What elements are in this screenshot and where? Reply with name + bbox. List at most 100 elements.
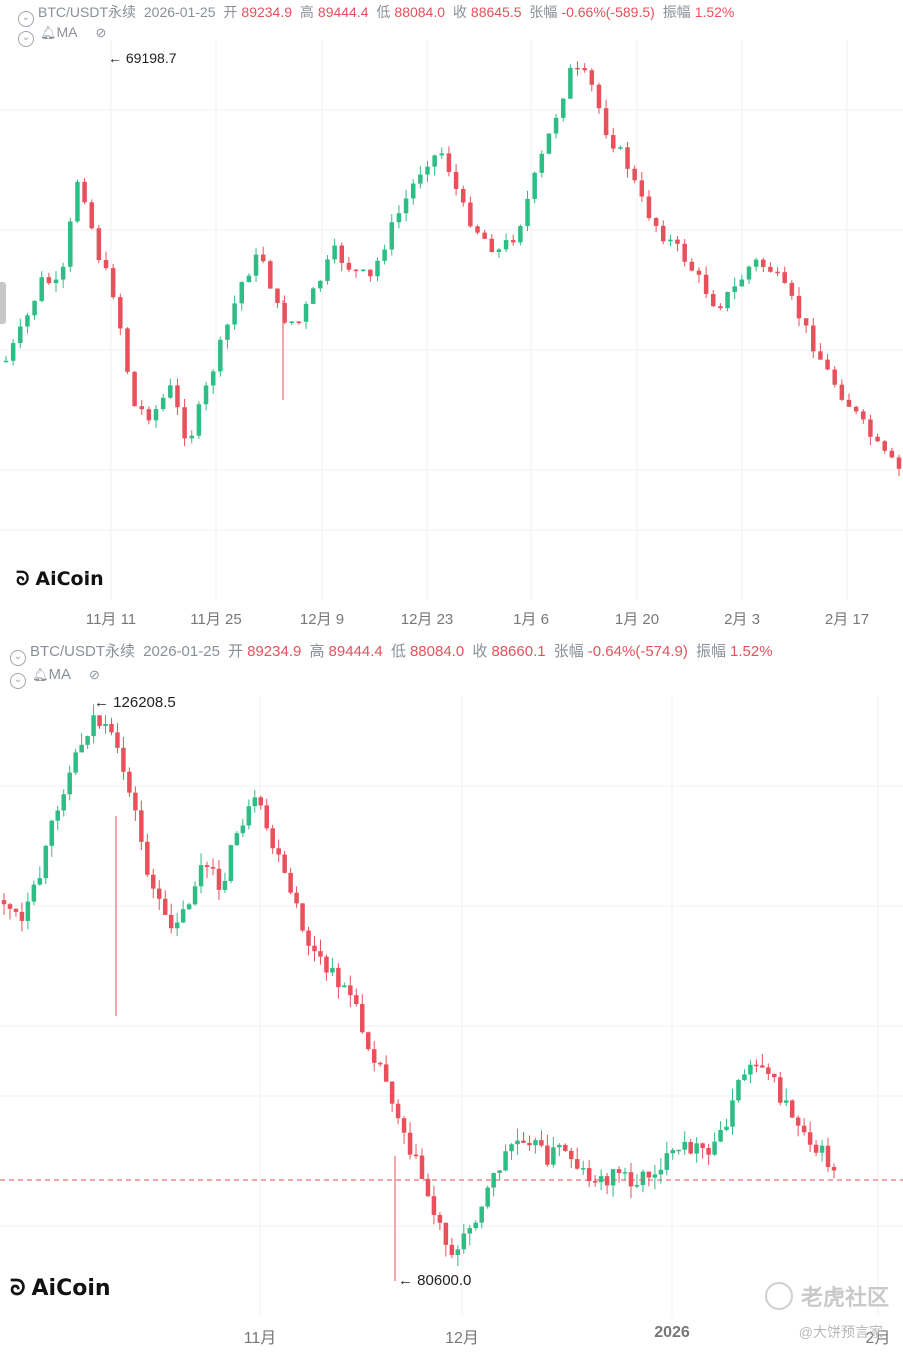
bell-icon[interactable]: 🔔︎ — [32, 667, 49, 682]
date-label: 2026-01-25 — [143, 4, 216, 20]
candle-body — [622, 1172, 628, 1174]
candle-body — [253, 254, 259, 276]
candle-body — [332, 245, 337, 260]
candle-body — [539, 153, 545, 173]
candle-body — [43, 845, 49, 879]
eye-hidden-icon[interactable]: ⊘ — [95, 25, 107, 40]
candle-body — [625, 147, 630, 169]
change-value: -0.64%(-574.9) — [587, 643, 688, 660]
candle-body — [61, 794, 66, 811]
candle-body — [360, 269, 366, 272]
candle-body — [168, 914, 174, 929]
candle-body — [396, 213, 402, 223]
candle-body — [75, 181, 80, 222]
candle-body — [55, 810, 60, 821]
candle-body — [310, 288, 316, 304]
candle-body — [582, 68, 587, 71]
candle-body — [718, 306, 723, 309]
candle-body — [718, 1129, 723, 1142]
candle-body — [646, 196, 652, 219]
candle-body — [239, 282, 245, 304]
candle-body — [646, 1171, 652, 1178]
candle-body — [660, 225, 666, 242]
collapse-chevron-icon[interactable]: ⌄ — [18, 11, 34, 27]
candle-body — [264, 805, 269, 829]
top-chart-panel[interactable]: ⌄ BTC/USDT永续 2026-01-25 开 89234.9 高 89444.4… — [0, 0, 903, 636]
logo-text: AiCoin — [31, 1276, 111, 1301]
candle-body — [260, 254, 266, 262]
indicator-ma[interactable]: MA — [56, 24, 78, 40]
candle-body — [186, 904, 192, 910]
candle-body — [825, 359, 830, 370]
candle-body — [312, 945, 317, 952]
candle-body — [73, 752, 78, 773]
high-label: 高 — [299, 4, 314, 20]
collapse-chevron-icon[interactable]: ⌄ — [10, 650, 26, 666]
logo-text: AiCoin — [35, 568, 104, 590]
candle-body — [222, 880, 228, 890]
candle-body — [276, 848, 281, 855]
watermark-brand: 老虎社区 — [800, 1285, 889, 1310]
open-label: 开 — [223, 4, 238, 20]
candle-body — [783, 1100, 789, 1103]
candle-body — [772, 1073, 777, 1078]
bell-icon[interactable]: 🔔︎ — [40, 25, 57, 40]
top-candlestick-chart[interactable] — [0, 0, 903, 636]
collapse-chevron-icon[interactable]: ⌄ — [10, 673, 26, 689]
candle-body — [696, 270, 702, 275]
candle-body — [115, 732, 120, 748]
candle-body — [875, 436, 880, 442]
candle-body — [133, 792, 138, 811]
candle-body — [10, 343, 16, 361]
candle-body — [336, 967, 341, 988]
indicator-ma[interactable]: MA — [48, 666, 72, 683]
top-ohlc-bar: ⌄ BTC/USDT永续 2026-01-25 开 89234.9 高 89444.4… — [18, 2, 738, 27]
candle-body — [730, 1100, 735, 1127]
candle-body — [306, 930, 311, 946]
bottom-candlestick-chart[interactable] — [0, 636, 903, 1354]
collapse-chevron-icon[interactable]: ⌄ — [18, 31, 34, 47]
candle-body — [19, 911, 25, 921]
candle-body — [439, 153, 445, 156]
candle-body — [616, 1169, 622, 1173]
candle-body — [294, 892, 299, 904]
candle-body — [425, 166, 430, 175]
aicoin-logo: ᘐ AiCoin — [10, 1276, 111, 1301]
candle-body — [432, 155, 437, 167]
candle-body — [839, 384, 845, 400]
candle-body — [365, 1032, 371, 1050]
amp-value: 1.52% — [694, 4, 735, 20]
candle-body — [460, 188, 466, 203]
candle-body — [688, 1141, 693, 1154]
candle-body — [401, 1118, 407, 1133]
symbol-label: BTC/USDT永续 — [38, 4, 136, 20]
candle-body — [79, 744, 84, 753]
candle-body — [275, 288, 280, 303]
candle-body — [575, 67, 580, 70]
candle-body — [706, 1148, 711, 1155]
candle-body — [527, 1142, 532, 1146]
candle-body — [37, 878, 43, 885]
candle-body — [25, 315, 30, 327]
x-axis-label: 12月 23 — [400, 611, 454, 628]
candle-body — [118, 297, 123, 329]
x-axis-label: 12月 — [445, 1330, 479, 1347]
candle-body — [748, 1064, 753, 1075]
candle-body — [210, 371, 216, 386]
candle-body — [589, 70, 595, 85]
candle-body — [246, 275, 252, 283]
side-drawer-handle[interactable] — [0, 282, 6, 324]
candle-body — [330, 967, 335, 973]
candle-body — [675, 239, 680, 244]
candle-body — [610, 1169, 616, 1186]
eye-hidden-icon[interactable]: ⊘ — [89, 667, 100, 682]
candle-body — [682, 1141, 687, 1150]
candle-body — [569, 1150, 574, 1160]
candle-body — [496, 249, 502, 252]
candle-body — [348, 985, 353, 996]
candle-body — [91, 715, 96, 737]
x-axis-label: 11月 11 — [85, 611, 137, 628]
candle-body — [796, 295, 802, 319]
bottom-chart-panel[interactable]: ⌄ BTC/USDT永续 2026-01-25 开 89234.9 高 89444.4… — [0, 636, 903, 1354]
high-label: 高 — [309, 643, 325, 660]
